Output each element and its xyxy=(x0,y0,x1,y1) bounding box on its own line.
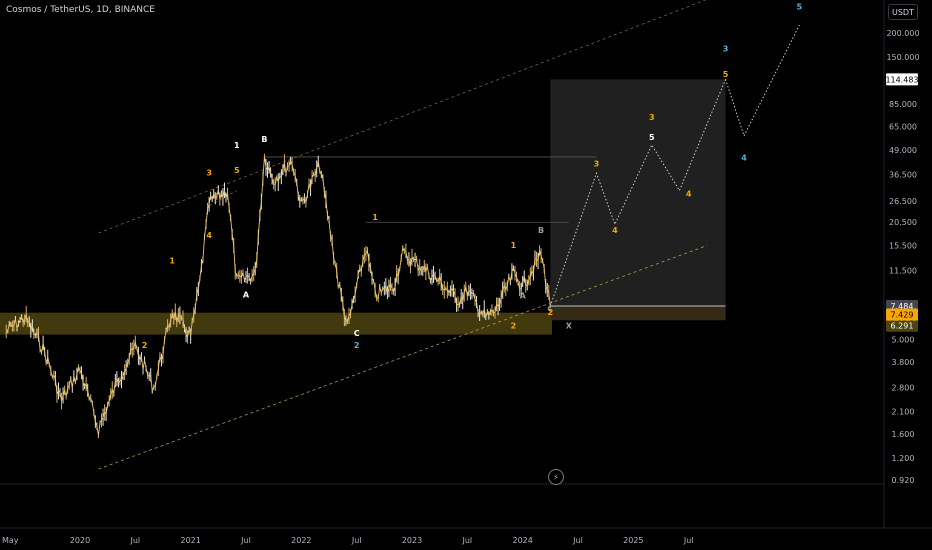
price-tick-label: 200.000 xyxy=(886,29,919,38)
wave-label: 1 xyxy=(234,141,240,150)
wave-label: 1 xyxy=(169,256,175,265)
price-tick-label: 0.920 xyxy=(892,476,915,485)
wave-label: 3 xyxy=(206,168,212,177)
target-box xyxy=(550,79,726,306)
price-tick-label: 20.500 xyxy=(889,218,917,227)
time-tick-label: May xyxy=(2,536,19,545)
wave-label: 2 xyxy=(354,341,360,350)
wave-label: 4 xyxy=(612,226,618,235)
target-price-tag xyxy=(886,73,918,86)
price-tick-label: 5.000 xyxy=(892,335,915,344)
price-axis[interactable]: 200.000 150.000 114.483 85.000 65.000 49.000 3… xyxy=(885,29,919,485)
support-price-tag xyxy=(886,320,918,332)
time-tick-label: 2020 xyxy=(70,536,90,545)
time-tick-label: 2021 xyxy=(180,536,200,545)
projection-blue xyxy=(725,24,800,138)
current-price-label: 7.484 xyxy=(891,302,914,311)
time-tick-label: Jul xyxy=(351,536,362,545)
projection-path xyxy=(549,24,800,307)
time-tick-label: Jul xyxy=(130,536,141,545)
price-tick-label: 2.100 xyxy=(892,408,915,417)
projection-orange xyxy=(549,79,726,307)
support-band xyxy=(0,312,552,335)
wave-label: A xyxy=(243,290,250,299)
wave-label: A xyxy=(520,291,527,300)
lightning-icon[interactable]: ⚡ xyxy=(548,469,564,485)
price-tick-label: 85.000 xyxy=(889,100,917,109)
price-tick-label: 150.000 xyxy=(886,53,919,62)
time-tick-label: Jul xyxy=(683,536,694,545)
time-axis[interactable]: May 2020 Jul 2021 Jul 2022 Jul 2023 Jul 2024 Jul 20… xyxy=(2,536,694,545)
last-price-label: 7.429 xyxy=(891,310,914,319)
wave-label: C xyxy=(547,304,553,313)
wave-label: B xyxy=(538,226,544,235)
support-price-label: 6.291 xyxy=(891,322,914,331)
price-tick-label: 36.500 xyxy=(889,170,917,179)
wave-label: 1 xyxy=(372,213,378,222)
price-tick-label: 2.800 xyxy=(892,384,915,393)
wave-label: 2 xyxy=(548,308,554,317)
wave-label: 4 xyxy=(741,154,747,163)
price-tick-label: 49.000 xyxy=(889,146,917,155)
price-tick-label: 3.800 xyxy=(892,358,915,367)
wave-label: X xyxy=(566,322,573,331)
time-tick-label: 2024 xyxy=(512,536,532,545)
wave-label: 3 xyxy=(723,45,729,54)
stop-box xyxy=(550,305,726,321)
wave-label: 5 xyxy=(649,133,655,142)
price-tick-label: 1.600 xyxy=(892,430,915,439)
wave-label: 5 xyxy=(234,166,240,175)
price-tick-label: 15.500 xyxy=(889,241,917,250)
channel-line xyxy=(98,0,707,234)
time-tick-label: 2025 xyxy=(623,536,643,545)
wave-label: 3 xyxy=(594,160,600,169)
wave-label: 4 xyxy=(206,231,212,240)
wave-label: 5 xyxy=(797,3,803,12)
support-zone xyxy=(0,79,726,335)
wave-label: 1 xyxy=(511,241,517,250)
wave-label: 4 xyxy=(686,189,692,198)
time-tick-label: Jul xyxy=(240,536,251,545)
symbol-header: Cosmos / TetherUS, 1D, BINANCE xyxy=(6,5,155,15)
channel-line xyxy=(98,245,708,470)
price-tick-label: 65.000 xyxy=(889,122,917,131)
wave-label: 5 xyxy=(723,70,729,79)
price-series xyxy=(5,153,551,439)
wave-label: B xyxy=(261,135,267,144)
target-price-label: 114.483 xyxy=(885,75,918,84)
currency-selector-button[interactable]: USDT xyxy=(888,4,918,20)
wave-label: C xyxy=(354,329,360,338)
price-tick-label: 11.500 xyxy=(889,266,917,275)
channel-lines xyxy=(98,0,708,470)
wave-label: 2 xyxy=(511,322,517,331)
time-tick-label: Jul xyxy=(462,536,473,545)
grid xyxy=(0,0,932,529)
channel-line xyxy=(208,190,237,207)
time-tick-label: 2023 xyxy=(402,536,422,545)
time-tick-label: 2022 xyxy=(291,536,311,545)
price-line xyxy=(6,156,551,436)
price-tick-label: 1.200 xyxy=(892,454,915,463)
wave-label: 3 xyxy=(649,113,655,122)
time-tick-label: Jul xyxy=(572,536,583,545)
price-tick-label: 26.500 xyxy=(889,197,917,206)
wave-label: 2 xyxy=(142,341,148,350)
